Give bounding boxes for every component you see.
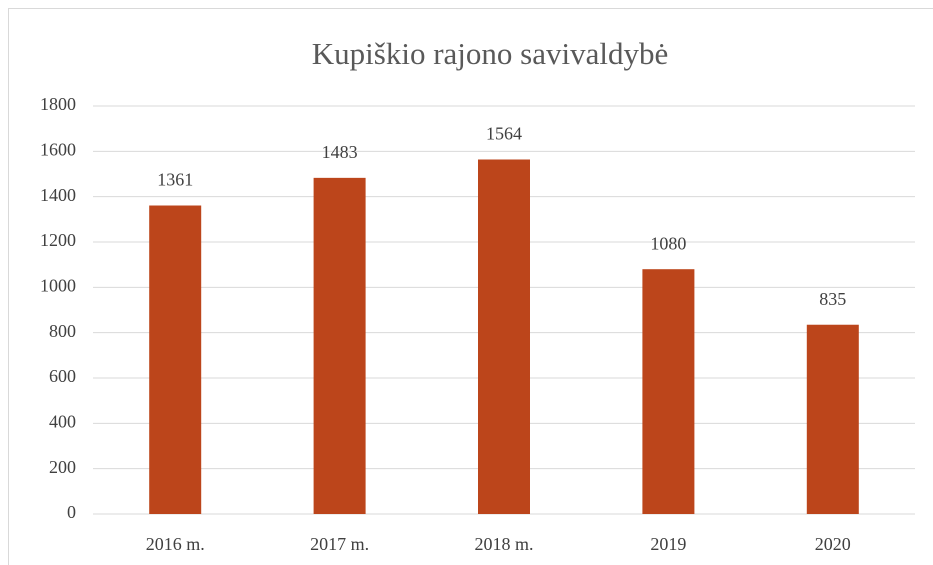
y-tick-label: 1800 [40,94,76,114]
x-tick-label: 2016 m. [146,534,205,554]
bar [806,324,859,514]
bar [149,205,202,515]
y-tick-label: 0 [67,502,76,522]
y-tick-label: 800 [49,321,76,341]
data-label: 1361 [157,170,193,190]
x-tick-label: 2019 [650,534,686,554]
chart-frame [8,8,933,565]
y-tick-label: 1200 [40,230,76,250]
y-tick-label: 1000 [40,275,76,295]
data-label: 835 [819,289,846,309]
bar [478,159,530,514]
y-tick-label: 1600 [40,139,76,159]
x-tick-label: 2020 [815,534,851,554]
data-label: 1483 [322,142,358,162]
y-tick-label: 1400 [40,185,76,205]
y-tick-label: 200 [49,457,76,477]
bar [642,269,695,514]
x-tick-label: 2017 m. [310,534,369,554]
bar [313,177,366,514]
chart-title: Kupiškio rajono savivaldybė [312,36,668,71]
y-tick-label: 600 [49,366,76,386]
x-tick-label: 2018 m. [474,534,533,554]
data-label: 1080 [650,233,686,253]
y-tick-label: 400 [49,411,76,431]
data-label: 1564 [486,124,522,144]
